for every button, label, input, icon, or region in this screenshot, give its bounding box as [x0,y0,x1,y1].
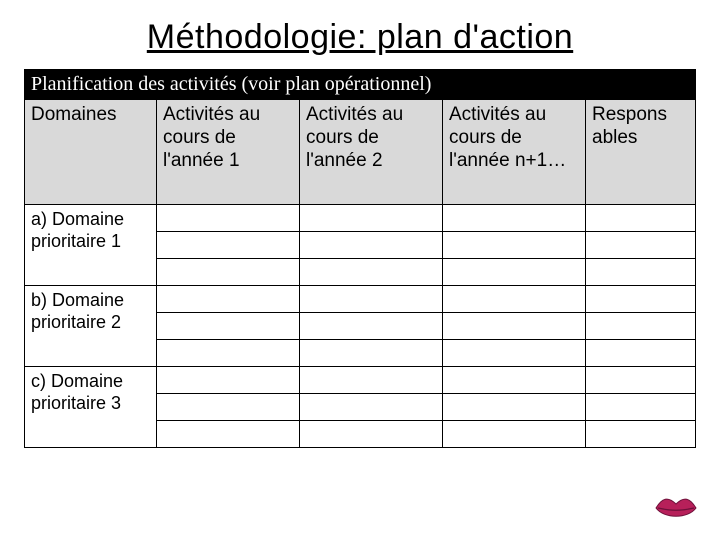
cell [157,286,300,313]
table-header-bar: Planification des activités (voir plan o… [25,70,696,100]
cell [157,421,300,448]
header-bar-text: Planification des activités (voir plan o… [25,70,696,100]
cell [300,205,443,232]
slide-title: Méthodologie: plan d'action [0,18,720,57]
lips-logo-icon [654,494,698,524]
table-column-headers: Domaines Activités au cours de l'année 1… [25,100,696,205]
cell [157,259,300,286]
col-activity-n: Activités au cours de l'année n+1… [443,100,586,205]
cell [157,232,300,259]
cell [300,313,443,340]
cell [586,232,696,259]
cell [586,205,696,232]
cell [157,367,300,394]
cell [586,421,696,448]
cell [443,286,586,313]
table-container: Planification des activités (voir plan o… [0,69,720,448]
cell [443,421,586,448]
cell [443,394,586,421]
row-domaine-b: b) Domaine prioritaire 2 [25,286,157,367]
cell [300,286,443,313]
cell [443,259,586,286]
cell [443,340,586,367]
col-responsables: Respons ables [586,100,696,205]
col-activity-2: Activités au cours de l'année 2 [300,100,443,205]
cell [157,313,300,340]
cell [443,367,586,394]
table-row: a) Domaine prioritaire 1 [25,205,696,232]
cell [586,313,696,340]
table-row: c) Domaine prioritaire 3 [25,367,696,394]
cell [586,367,696,394]
table-row: b) Domaine prioritaire 2 [25,286,696,313]
cell [586,286,696,313]
cell [300,340,443,367]
col-activity-1: Activités au cours de l'année 1 [157,100,300,205]
row-domaine-a: a) Domaine prioritaire 1 [25,205,157,286]
cell [443,232,586,259]
cell [300,367,443,394]
row-domaine-c: c) Domaine prioritaire 3 [25,367,157,448]
cell [586,394,696,421]
cell [586,340,696,367]
cell [443,205,586,232]
cell [300,421,443,448]
col-domaines: Domaines [25,100,157,205]
cell [300,259,443,286]
cell [443,313,586,340]
cell [157,394,300,421]
cell [157,340,300,367]
cell [300,232,443,259]
cell [586,259,696,286]
plan-table: Planification des activités (voir plan o… [24,69,696,448]
cell [157,205,300,232]
cell [300,394,443,421]
